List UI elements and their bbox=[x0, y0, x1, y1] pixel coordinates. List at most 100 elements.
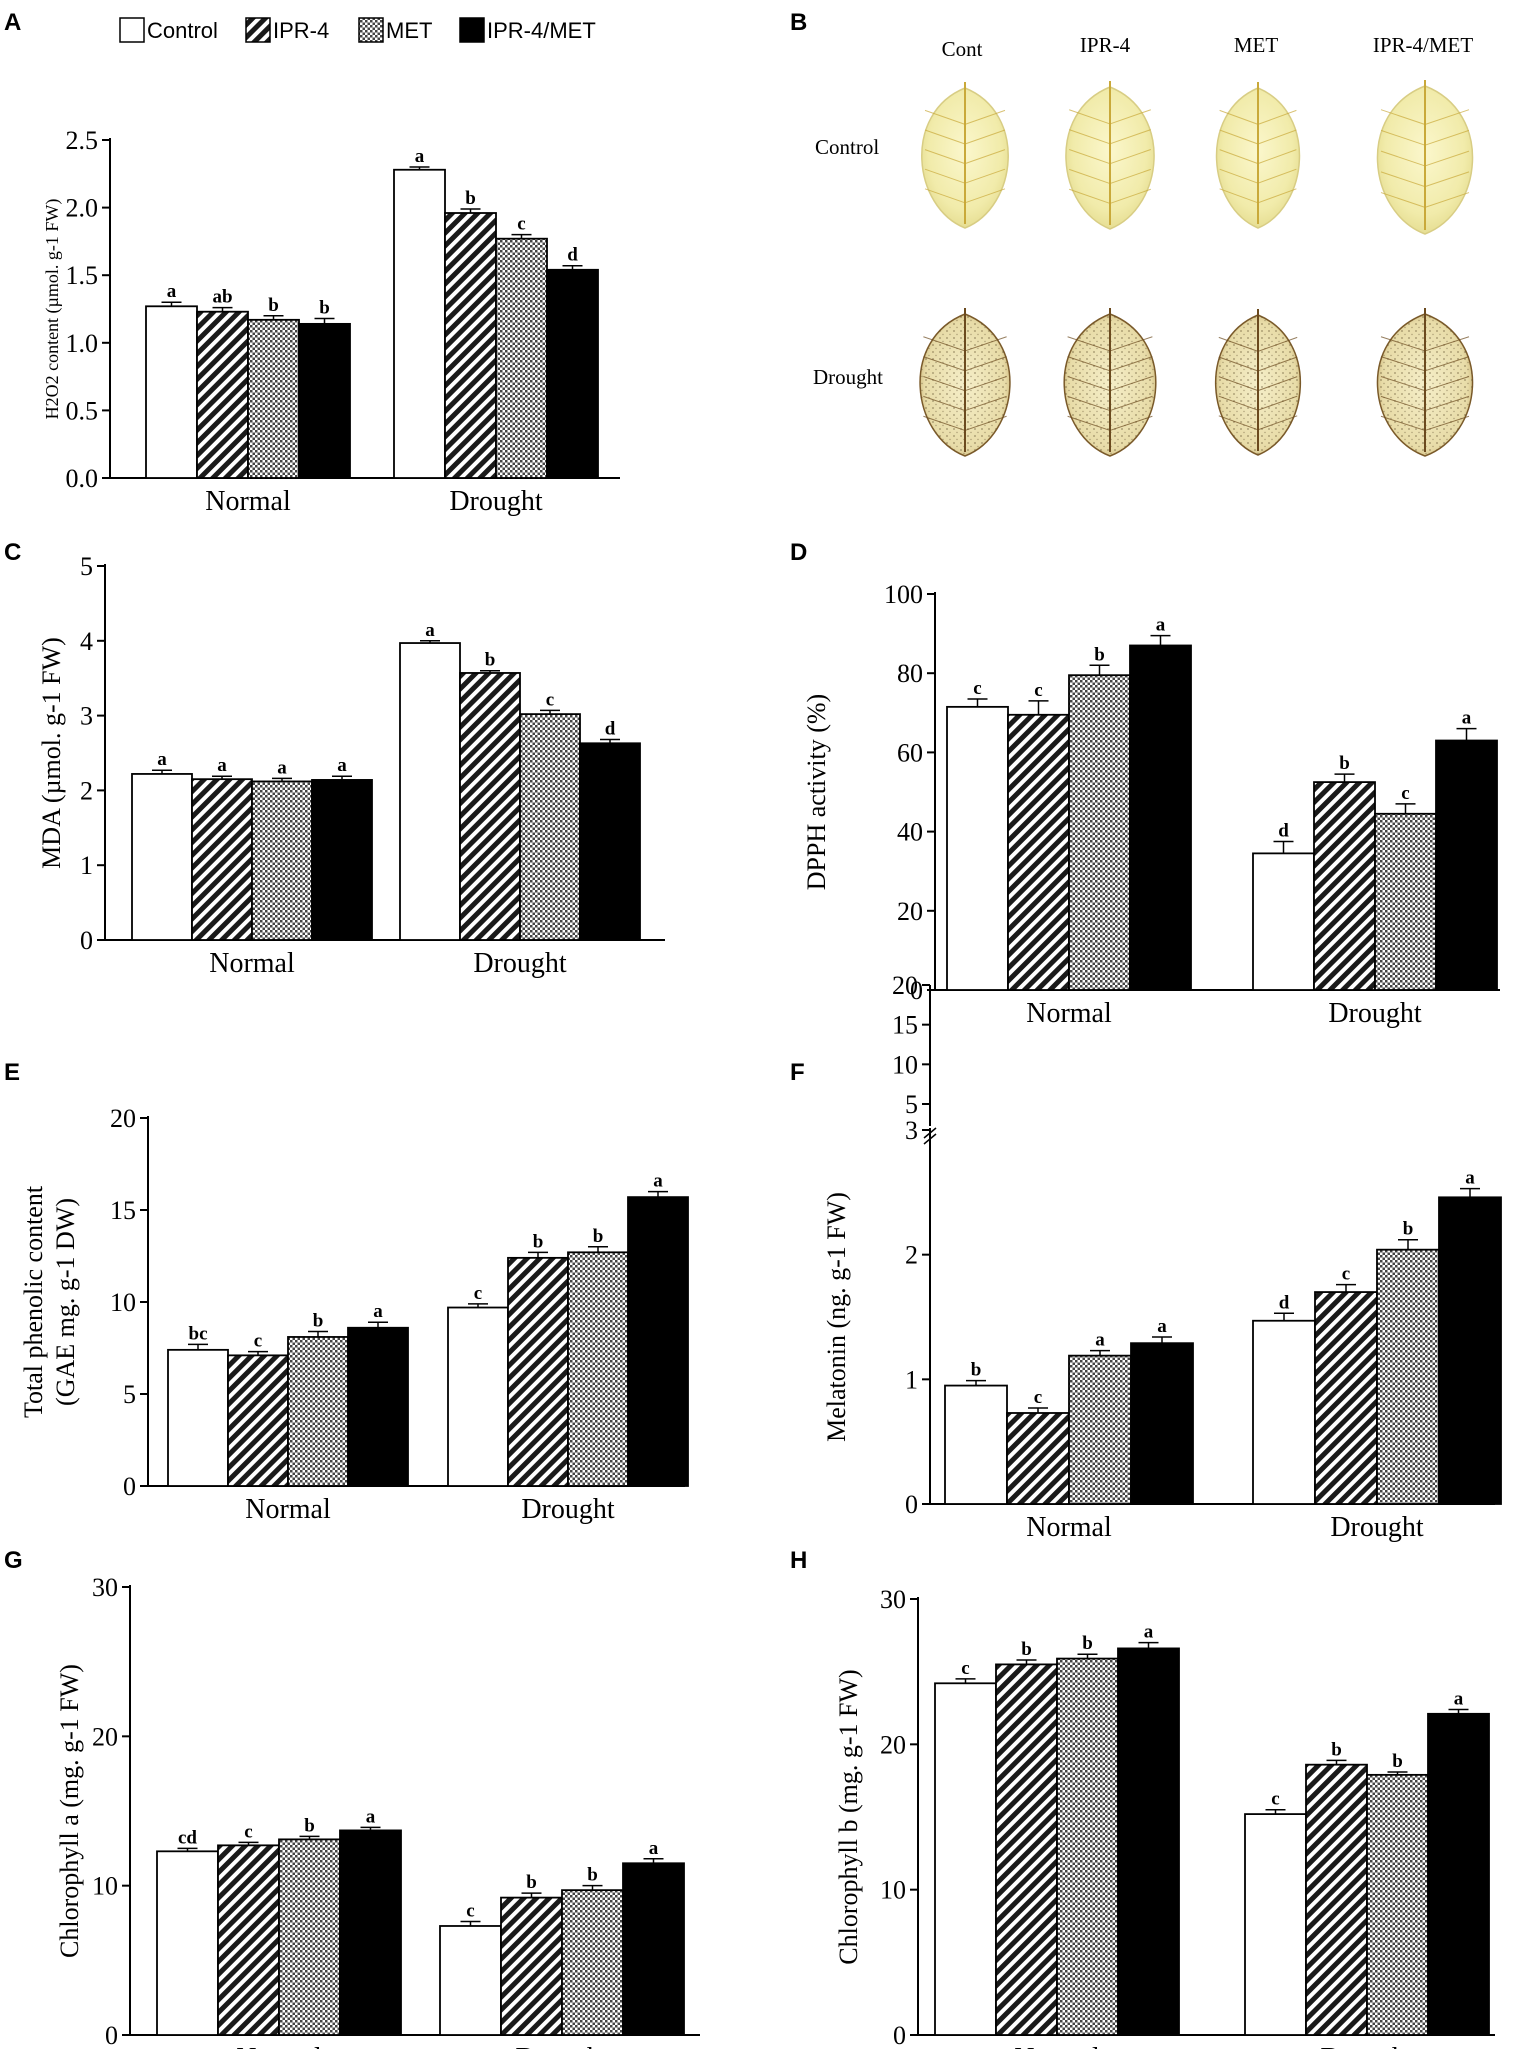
bar-ipr4-drought bbox=[1314, 1291, 1378, 1505]
leaf-vein bbox=[924, 129, 966, 145]
y-tick-label: 3 bbox=[905, 1116, 918, 1145]
y-tick-label: 5 bbox=[80, 552, 93, 581]
leaf-vein bbox=[923, 415, 966, 431]
significance-letter: a bbox=[1462, 708, 1472, 729]
bar-control-normal bbox=[944, 1384, 1008, 1505]
y-tick-label: 4 bbox=[80, 627, 93, 656]
bar-control-normal bbox=[167, 1348, 229, 1487]
leaf-vein bbox=[964, 395, 1007, 412]
leaf-vein bbox=[1218, 376, 1259, 392]
leaf-vein bbox=[1424, 150, 1470, 167]
leaf-vein bbox=[1380, 395, 1426, 412]
significance-letter: b bbox=[304, 1815, 315, 1836]
bar-met-drought bbox=[1376, 1248, 1440, 1505]
significance-letter: d bbox=[1278, 821, 1289, 842]
legend-swatch-control bbox=[119, 17, 145, 43]
panel-letter-b: B bbox=[790, 9, 807, 36]
leaf-vein bbox=[1424, 171, 1470, 188]
leaf-vein bbox=[1380, 356, 1426, 372]
y-tick-label: 30 bbox=[92, 1573, 118, 1602]
x-category-label: Normal bbox=[1026, 1512, 1112, 1543]
significance-letter: a bbox=[653, 1171, 663, 1192]
legend: Control IPR-4 MET IPR-4/MET bbox=[119, 17, 596, 43]
y-tick-label: 0 bbox=[105, 2021, 118, 2049]
leaf-vein bbox=[1067, 356, 1111, 372]
x-category-label: Normal bbox=[236, 2043, 322, 2049]
bar-ipr4-met-normal bbox=[1129, 644, 1192, 991]
y-tick-label: 0 bbox=[80, 926, 93, 955]
x-category-label: Drought bbox=[1330, 1512, 1424, 1543]
significance-letter: c bbox=[1034, 1387, 1042, 1408]
significance-letter: d bbox=[567, 245, 578, 266]
y-tick-label: 20 bbox=[92, 1722, 118, 1751]
bar-control-drought bbox=[447, 1306, 509, 1487]
bar-met-normal bbox=[251, 780, 313, 941]
significance-letter: b bbox=[587, 1865, 598, 1886]
significance-letter: a bbox=[649, 1838, 659, 1859]
leaf-vein bbox=[924, 109, 966, 125]
leaf-vein bbox=[964, 129, 1006, 145]
y-tick-label: 80 bbox=[897, 659, 923, 688]
leaf-vein bbox=[1218, 415, 1259, 431]
significance-letter: a bbox=[1465, 1168, 1475, 1189]
leaf-panel: Cont IPR-4 MET IPR-4/MET Control Drought bbox=[813, 33, 1474, 457]
leaf-col-label-ipr4-met: IPR-4/MET bbox=[1373, 33, 1474, 57]
leaf-image bbox=[919, 308, 1011, 457]
x-category-label: Drought bbox=[521, 1494, 615, 1525]
bar-control-drought bbox=[1252, 852, 1315, 991]
leaf-vein bbox=[1380, 376, 1426, 392]
significance-letter: c bbox=[1034, 680, 1042, 701]
axis-break-mark bbox=[923, 1127, 937, 1139]
significance-letter: b bbox=[1403, 1219, 1414, 1240]
leaf-image bbox=[921, 82, 1009, 229]
y-tick-label: 40 bbox=[897, 818, 923, 847]
leaf-vein bbox=[1380, 109, 1426, 125]
leaf-vein bbox=[1257, 336, 1298, 352]
leaf-vein bbox=[924, 168, 966, 184]
leaf-vein bbox=[1257, 415, 1298, 431]
bar-met-normal bbox=[278, 1838, 341, 2036]
leaf-vein bbox=[1219, 109, 1259, 125]
bar-ipr4-drought bbox=[459, 672, 521, 941]
y-tick-label: 10 bbox=[892, 1050, 918, 1079]
y-axis-label: Chlorophyll a (mg. g-1 FW) bbox=[55, 1664, 84, 1958]
significance-letter: b bbox=[1392, 1751, 1403, 1772]
leaf-vein bbox=[1067, 415, 1111, 431]
y-tick-label: 1 bbox=[905, 1365, 918, 1394]
significance-letter: b bbox=[319, 297, 330, 318]
y-tick-label: 0.5 bbox=[66, 396, 99, 425]
significance-letter: b bbox=[1094, 644, 1105, 665]
leaf-vein bbox=[1424, 415, 1470, 431]
leaf-vein bbox=[1069, 109, 1111, 125]
bar-ipr4-met-drought bbox=[1435, 739, 1498, 991]
bar-ipr4-met-normal bbox=[1130, 1342, 1194, 1505]
bar-met-drought bbox=[561, 1889, 624, 2036]
chart-a: 0.00.51.01.52.02.5a ab b bNormalabcdDrought… bbox=[42, 126, 620, 517]
bar-ipr4-drought bbox=[444, 212, 497, 479]
leaf-col-label-ipr4: IPR-4 bbox=[1080, 33, 1131, 57]
x-category-label: Normal bbox=[209, 948, 295, 979]
y-tick-label: 10 bbox=[110, 1288, 136, 1317]
bar-ipr4-drought bbox=[1305, 1763, 1368, 2036]
leaf-vein bbox=[1069, 129, 1111, 145]
legend-swatch-ipr4-met bbox=[459, 17, 485, 43]
leaf-vein bbox=[1069, 168, 1111, 185]
leaf-vein bbox=[1219, 129, 1259, 145]
legend-label-met: MET bbox=[386, 18, 432, 43]
leaf-vein bbox=[923, 376, 966, 392]
bar-control-drought bbox=[1244, 1813, 1307, 2036]
bar-ipr4-drought bbox=[500, 1896, 563, 2036]
y-tick-label: 0 bbox=[893, 2021, 906, 2049]
leaf-vein bbox=[1219, 188, 1259, 204]
leaf-image bbox=[1065, 81, 1155, 230]
bar-control-normal bbox=[934, 1682, 997, 2036]
x-category-label: Drought bbox=[515, 2043, 609, 2049]
leaf-image bbox=[1376, 80, 1474, 235]
leaf-vein bbox=[1380, 171, 1426, 188]
y-tick-label: 20 bbox=[110, 1104, 136, 1133]
bar-met-drought bbox=[1374, 812, 1437, 991]
y-tick-label: 0.0 bbox=[66, 464, 99, 493]
bar-ipr4-normal bbox=[1007, 713, 1070, 991]
significance-letter: a bbox=[337, 755, 347, 776]
y-axis-label: (GAE mg. g-1 DW) bbox=[51, 1198, 80, 1406]
